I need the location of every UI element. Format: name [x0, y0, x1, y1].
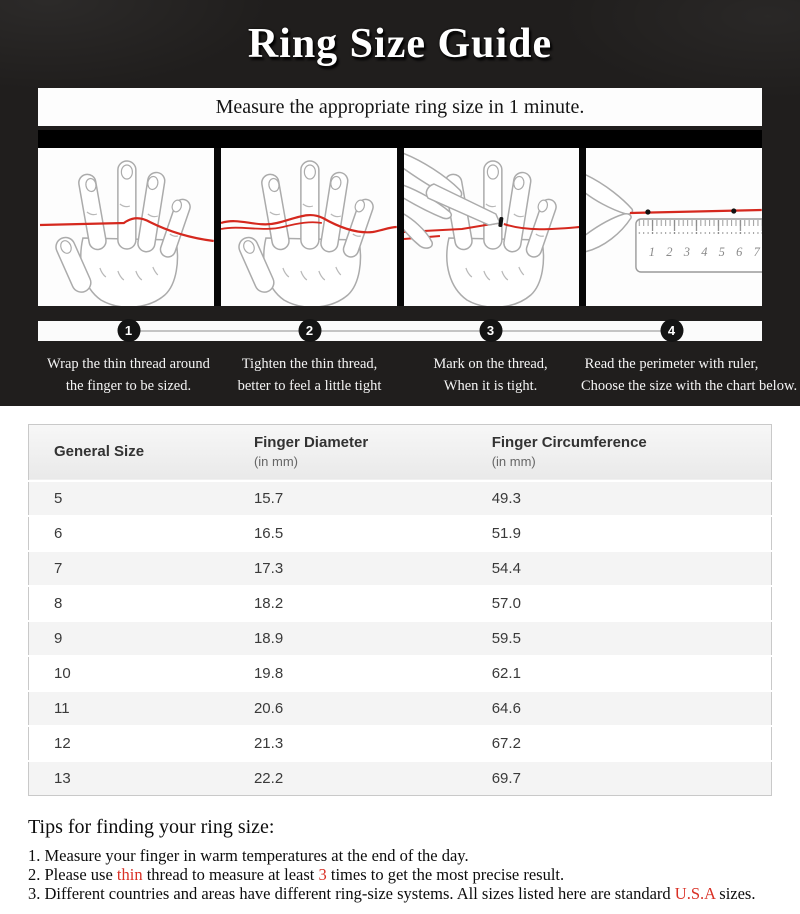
tips-section: Tips for finding your ring size: 1. Meas… [0, 803, 800, 914]
highlight-thin: thin [116, 864, 143, 884]
table-row: 7 17.3 54.4 [28, 549, 772, 586]
svg-text:3: 3 [683, 245, 690, 259]
top-section: Ring Size Guide Measure the appropriate … [0, 0, 800, 406]
red-thread [39, 217, 214, 243]
svg-text:7: 7 [754, 245, 761, 259]
divider-strip [38, 130, 762, 148]
table-row: 6 16.5 51.9 [28, 514, 772, 551]
tip-2: 2. Please use thin thread to measure at … [28, 864, 565, 884]
panel-step3 [403, 148, 580, 306]
step-circle-4: 4 [660, 319, 683, 342]
highlight-3-times: 3 [318, 864, 327, 884]
cell-general-size: 9 [28, 619, 244, 656]
cell-finger-diameter: 20.6 [243, 689, 482, 726]
cell-finger-diameter: 15.7 [243, 479, 482, 516]
tip-3: 3. Different countries and areas have di… [28, 883, 756, 903]
cell-general-size: 13 [28, 759, 244, 795]
table-row: 9 18.9 59.5 [28, 619, 772, 656]
col-finger-circumference-unit: (in mm) [491, 453, 536, 469]
table-row: 5 15.7 49.3 [28, 479, 772, 516]
panel-step1 [38, 148, 214, 306]
marking-hand-with-pen [403, 152, 501, 249]
panel-step2 [220, 148, 397, 306]
cell-general-size: 7 [28, 549, 244, 586]
highlight-usa: U.S.A [674, 883, 716, 903]
step-connector-line [128, 330, 672, 332]
size-table: General Size Finger Diameter (in mm) Fin… [28, 423, 772, 796]
cell-finger-diameter: 18.9 [243, 619, 482, 656]
page-title: Ring Size Guide [247, 21, 553, 67]
cell-finger-circumference: 69.7 [481, 759, 772, 795]
step3-marking-illustration [403, 152, 580, 306]
red-thread [630, 208, 762, 215]
cell-finger-circumference: 67.2 [481, 724, 772, 761]
table-row: 8 18.2 57.0 [28, 584, 772, 621]
ruler: 1 2 3 4 5 6 7 [635, 218, 762, 273]
cell-finger-circumference: 49.3 [481, 479, 772, 516]
svg-text:5: 5 [719, 245, 725, 259]
svg-text:4: 4 [701, 245, 707, 259]
size-table-header-row: General Size Finger Diameter (in mm) Fin… [28, 424, 772, 481]
cell-finger-diameter: 19.8 [243, 654, 482, 691]
cell-general-size: 6 [28, 514, 244, 551]
cell-finger-diameter: 17.3 [243, 549, 482, 586]
caption-step1: Wrap the thin thread around the finger t… [47, 356, 210, 394]
thread-mark [497, 216, 503, 228]
size-table-section: General Size Finger Diameter (in mm) Fin… [0, 405, 800, 804]
thread-mark-dot [731, 208, 737, 214]
intro-bar: Measure the appropriate ring size in 1 m… [38, 88, 762, 126]
red-thread [220, 214, 397, 234]
col-finger-diameter: Finger Diameter (in mm) [243, 424, 482, 481]
caption-step4: Read the perimeter with ruler, Choose th… [581, 356, 798, 394]
cell-finger-diameter: 16.5 [243, 514, 482, 551]
step-progress-bar: 1 2 3 4 [38, 319, 762, 342]
size-table-body: 5 15.7 49.3 6 16.5 51.9 7 17.3 54.4 8 18… [28, 479, 772, 795]
table-row: 12 21.3 67.2 [28, 724, 772, 761]
illustration-panels: 1 2 3 4 5 6 7 [38, 148, 762, 306]
pinching-fingers [586, 174, 634, 253]
masthead: Ring Size Guide [0, 0, 800, 88]
cell-finger-circumference: 57.0 [481, 584, 772, 621]
measuring-guide: Measure the appropriate ring size in 1 m… [0, 88, 800, 406]
step-circle-2: 2 [298, 319, 321, 342]
step1-hand-thread-illustration [39, 160, 214, 306]
cell-general-size: 11 [28, 689, 244, 726]
cell-general-size: 8 [28, 584, 244, 621]
svg-text:2: 2 [667, 245, 673, 259]
col-general-size: General Size [28, 424, 244, 481]
caption-step3: Mark on the thread, When it is tight. [433, 356, 548, 394]
svg-text:1: 1 [649, 245, 655, 259]
intro-text: Measure the appropriate ring size in 1 m… [215, 95, 585, 118]
cell-finger-circumference: 62.1 [481, 654, 772, 691]
cell-general-size: 12 [28, 724, 244, 761]
cell-finger-diameter: 22.2 [243, 759, 482, 795]
step2-hand-thread-illustration [220, 160, 397, 306]
ruler-numbers: 1 2 3 4 5 6 7 [649, 245, 761, 259]
cell-finger-diameter: 21.3 [243, 724, 482, 761]
step4-ruler-illustration: 1 2 3 4 5 6 7 [586, 174, 762, 273]
caption-step2: Tighten the thin thread, better to feel … [237, 356, 382, 394]
cell-finger-circumference: 64.6 [481, 689, 772, 726]
thread-mark-dot [645, 209, 651, 215]
col-finger-circumference: Finger Circumference (in mm) [481, 424, 772, 481]
table-row: 11 20.6 64.6 [28, 689, 772, 726]
panel-step4: 1 2 3 4 5 6 7 [586, 148, 762, 306]
cell-finger-circumference: 59.5 [481, 619, 772, 656]
table-row: 10 19.8 62.1 [28, 654, 772, 691]
cell-finger-circumference: 54.4 [481, 549, 772, 586]
step-circle-3: 3 [479, 319, 502, 342]
table-row: 13 22.2 69.7 [28, 759, 772, 795]
cell-finger-circumference: 51.9 [481, 514, 772, 551]
cell-general-size: 5 [28, 479, 244, 516]
tip-1: 1. Measure your finger in warm temperatu… [28, 845, 469, 865]
tips-title: Tips for finding your ring size: [28, 815, 275, 838]
cell-general-size: 10 [28, 654, 244, 691]
svg-text:6: 6 [736, 245, 743, 259]
step-captions: Wrap the thin thread around the finger t… [38, 354, 798, 398]
cell-finger-diameter: 18.2 [243, 584, 482, 621]
col-finger-diameter-unit: (in mm) [253, 453, 299, 469]
step-circle-1: 1 [117, 319, 140, 342]
